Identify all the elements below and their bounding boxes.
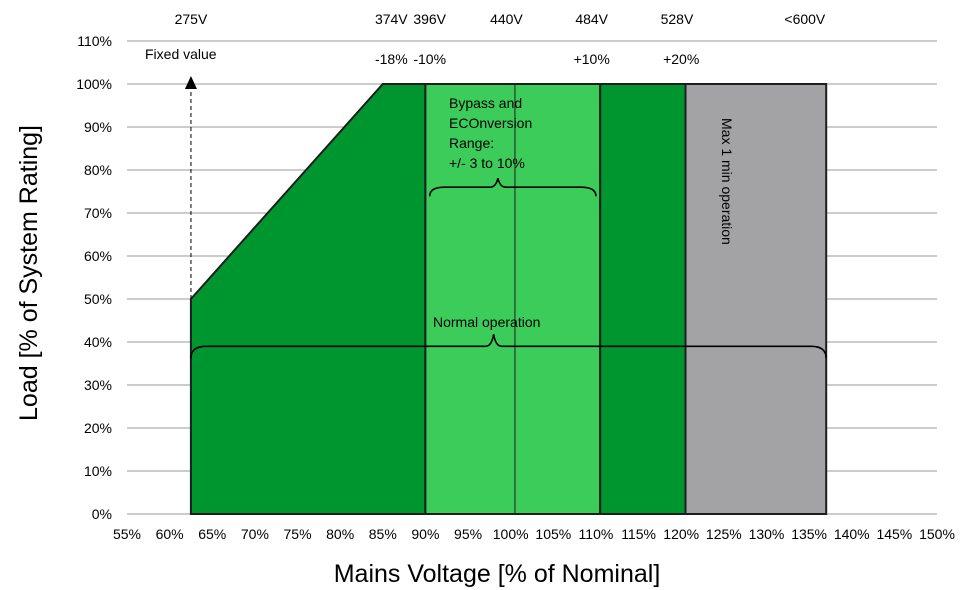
region-dark_green <box>599 83 687 515</box>
y-tick-label: 40% <box>84 334 112 350</box>
x-tick-label: 105% <box>535 526 571 542</box>
x-tick-label: 85% <box>369 526 397 542</box>
x-tick-label: 80% <box>326 526 354 542</box>
x-tick-label: 115% <box>621 526 656 542</box>
y-tick-label: 30% <box>84 377 112 393</box>
region-dark_green <box>189 83 427 515</box>
y-tick-label: 100% <box>76 76 112 92</box>
y-tick-label: 90% <box>84 119 112 135</box>
chart-marks <box>184 76 827 514</box>
x-axis-title: Mains Voltage [% of Nominal] <box>334 560 661 588</box>
normal-operation-brace <box>190 334 827 359</box>
x-tick-label: 130% <box>749 526 785 542</box>
y-tick-label: 60% <box>84 248 112 264</box>
voltage-labels: 275V 374V 396V 440V 484V 528V <600V -18% -10% +10… <box>175 11 826 67</box>
percent-label: -10% <box>413 51 446 67</box>
x-tick-label: 140% <box>834 526 870 542</box>
percent-label: +10% <box>574 51 610 67</box>
bypass-label-line-2: ECOnversion <box>449 115 532 131</box>
y-axis-title: Load [% of System Rating] <box>15 125 43 421</box>
x-tick-label: 110% <box>579 526 614 542</box>
x-tick-label: 55% <box>113 526 141 542</box>
voltage-label: 484V <box>575 11 608 27</box>
y-tick-label: 50% <box>84 291 112 307</box>
x-tick-label: 60% <box>156 526 184 542</box>
x-tick-label: 65% <box>198 526 226 542</box>
voltage-label: 374V <box>375 11 408 27</box>
x-tick-label: 95% <box>454 526 482 542</box>
x-tick-label: 120% <box>663 526 699 542</box>
x-tick-label: 100% <box>493 526 529 542</box>
y-tick-label: 10% <box>84 463 112 479</box>
normal-operation-label: Normal operation <box>433 314 540 330</box>
region-gray <box>684 83 828 515</box>
voltage-label: 275V <box>175 11 208 27</box>
y-tick-label: 70% <box>84 205 112 221</box>
bypass-label-line-4: +/- 3 to 10% <box>449 155 525 171</box>
voltage-label: 528V <box>661 11 694 27</box>
fixed-value-arrow-head <box>184 76 197 89</box>
tick-labels: 0% 10% 20% 30% 40% 50% 60% 70% 80% 90% 100% 110% 55%… <box>76 33 955 542</box>
bypass-label-line-1: Bypass and <box>449 95 522 111</box>
y-tick-label: 20% <box>84 420 112 436</box>
voltage-label: 440V <box>490 11 523 27</box>
x-tick-label: 70% <box>241 526 269 542</box>
percent-label: -18% <box>375 51 408 67</box>
chart-regions <box>189 83 828 515</box>
y-tick-label: 0% <box>92 506 112 522</box>
x-tick-label: 135% <box>791 526 827 542</box>
bypass-brace <box>428 178 597 197</box>
voltage-label: 396V <box>413 11 446 27</box>
y-tick-label: 80% <box>84 162 112 178</box>
percent-label: +20% <box>663 51 699 67</box>
bypass-label-line-3: Range: <box>449 135 494 151</box>
fixed-value-label: Fixed value <box>145 46 217 62</box>
x-tick-label: 145% <box>876 526 912 542</box>
x-tick-label: 125% <box>706 526 742 542</box>
voltage-label: <600V <box>784 11 826 27</box>
x-tick-label: 90% <box>411 526 439 542</box>
max-operation-label: Max 1 min operation <box>719 118 735 245</box>
y-tick-label: 110% <box>77 33 112 49</box>
x-tick-label: 150% <box>919 526 955 542</box>
x-tick-label: 75% <box>284 526 312 542</box>
